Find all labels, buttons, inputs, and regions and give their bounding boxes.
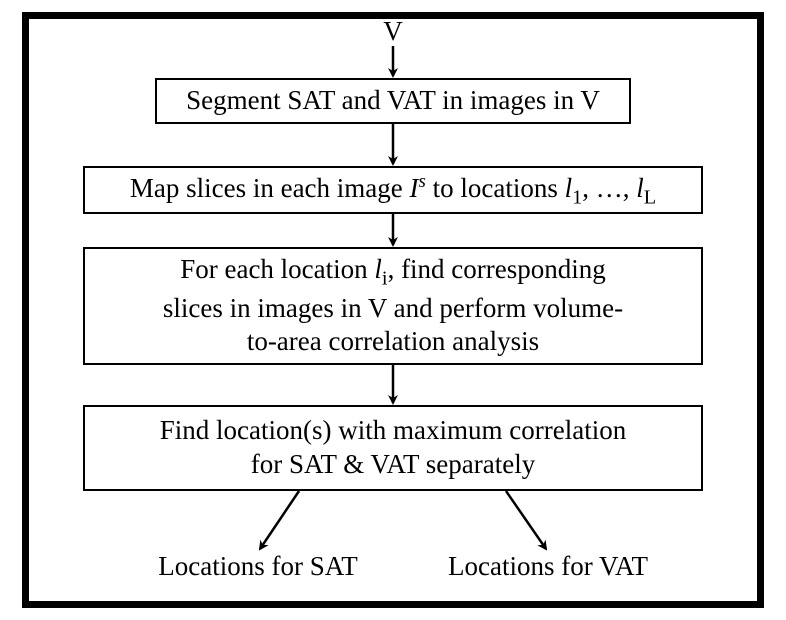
arrow-v-step1 xyxy=(0,0,786,620)
flowchart-container: V Segment SAT and VAT in images in V Map… xyxy=(0,0,786,620)
